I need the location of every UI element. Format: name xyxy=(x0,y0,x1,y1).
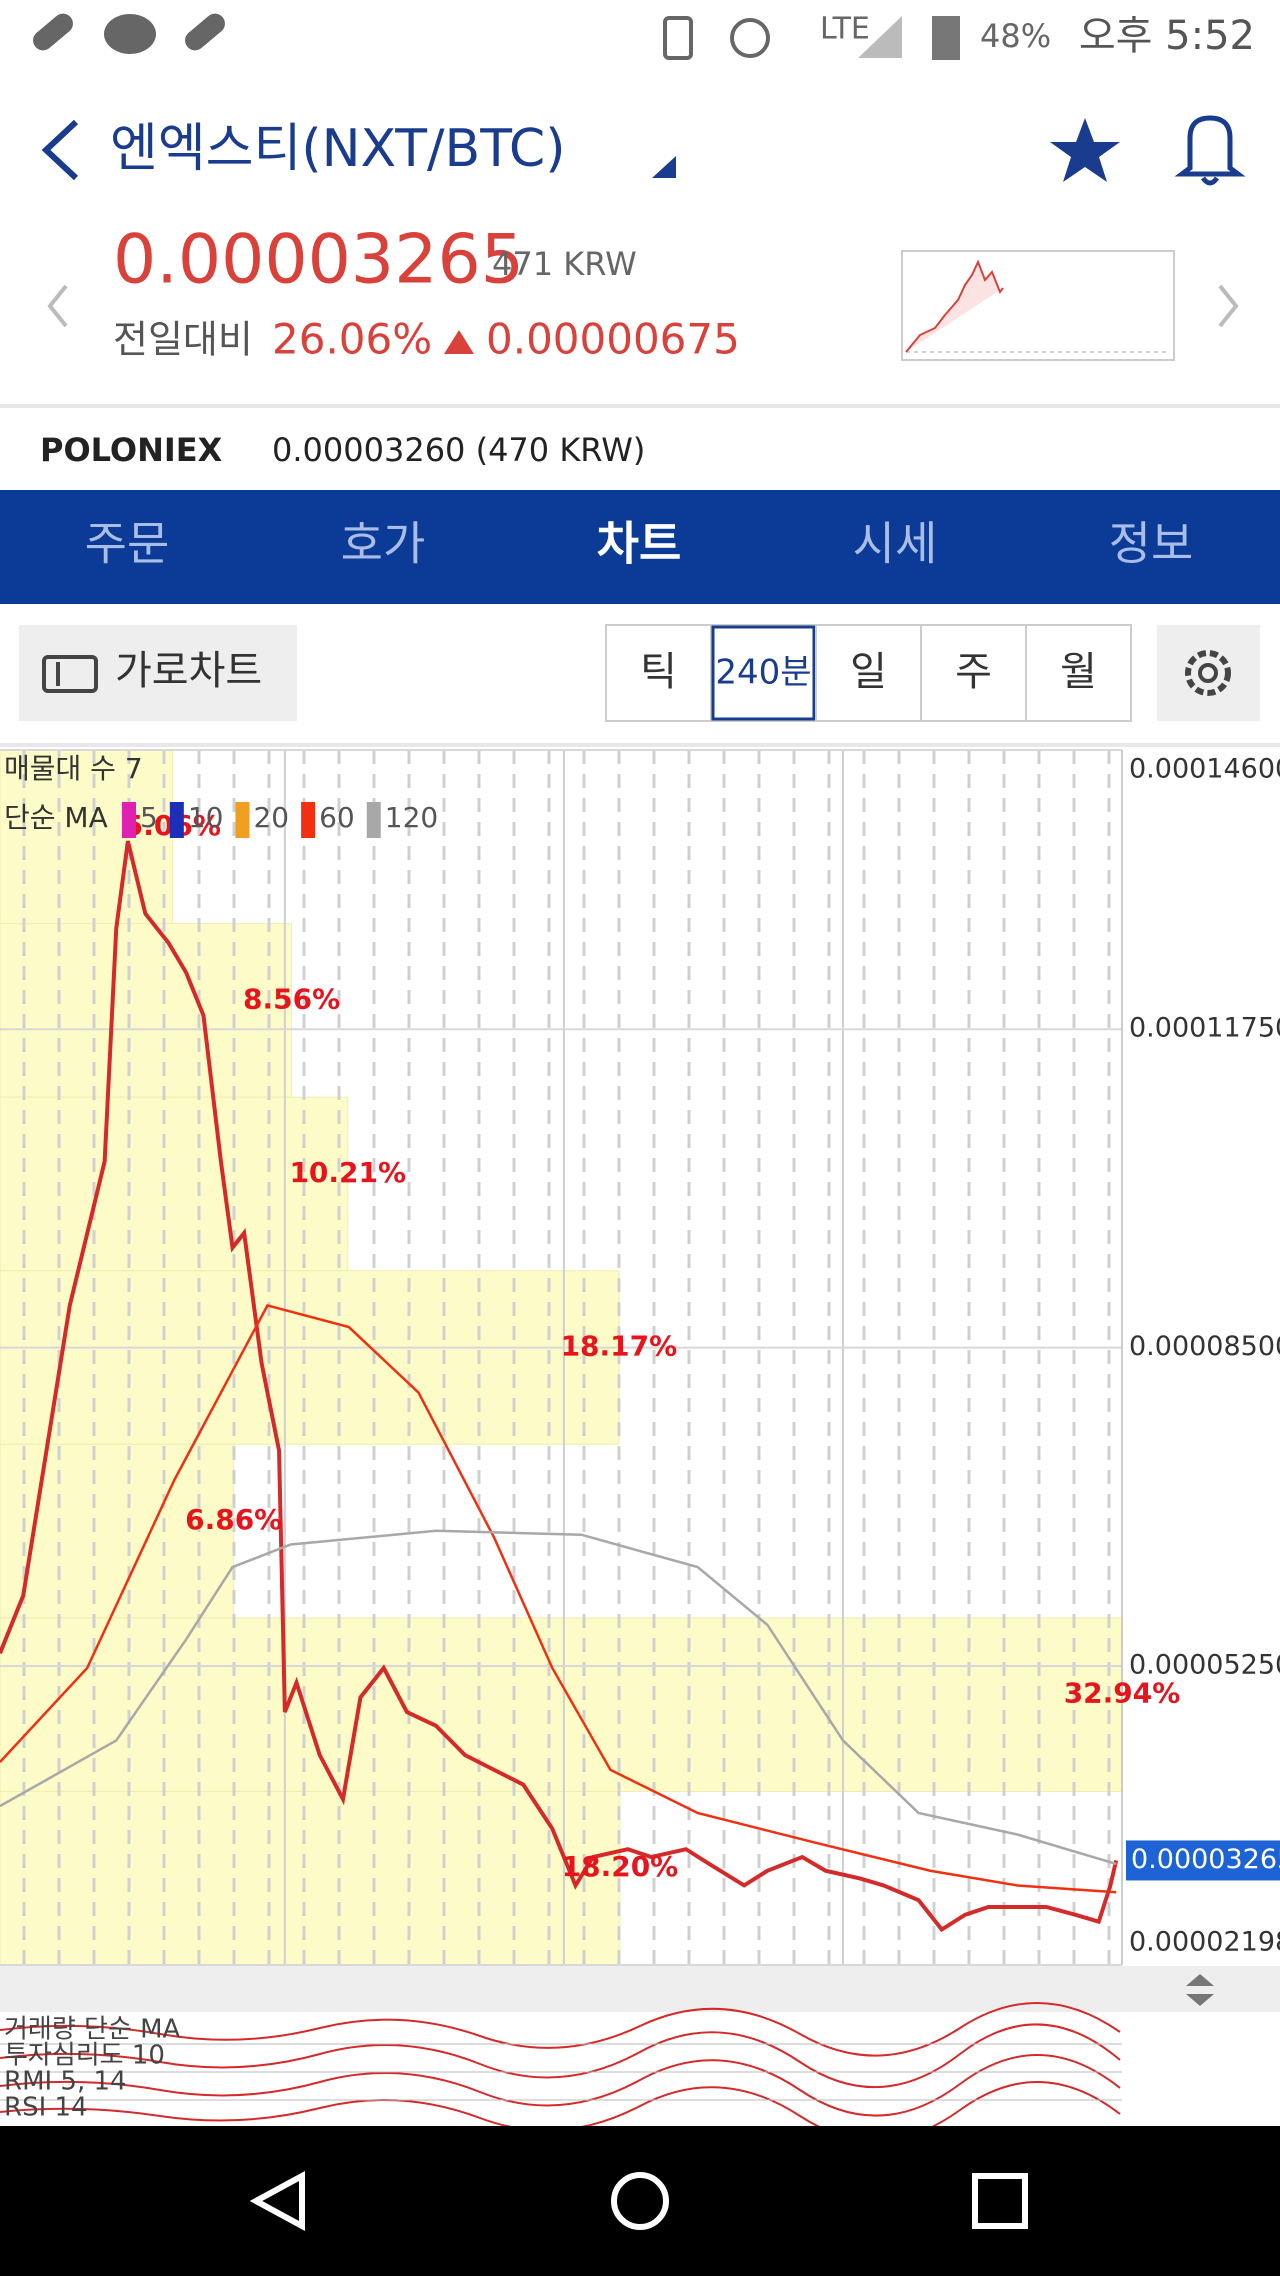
krw-price: 471 KRW xyxy=(492,245,637,283)
nav-back[interactable] xyxy=(249,2170,305,2232)
y-tick-label: 0.00014600 xyxy=(1129,754,1280,785)
settings-button[interactable] xyxy=(1157,625,1260,721)
volume-profile-bar xyxy=(0,1790,621,1966)
change-amount: 0.00000675 xyxy=(486,315,740,364)
volume-profile-bar xyxy=(0,1270,620,1445)
indicator-label: 거래량 단순 MA xyxy=(4,2015,181,2045)
landscape-button[interactable] xyxy=(19,625,297,721)
legend-label: 10 xyxy=(188,801,224,834)
nav-bar xyxy=(0,2126,1280,2276)
legend-label: 60 xyxy=(319,801,355,834)
coin-title[interactable]: 엔엑스티(NXT/BTC) xyxy=(110,119,566,179)
battery: 48% xyxy=(980,17,1051,55)
y-tick-label: 0.00011750 xyxy=(1129,1013,1280,1044)
legend-title: 단순 MA xyxy=(4,801,108,834)
prev-coin[interactable] xyxy=(47,284,68,328)
change-percent: 26.06% xyxy=(272,315,432,364)
period-option[interactable]: 주 xyxy=(955,649,992,695)
ma-line xyxy=(0,1529,1117,1866)
tab[interactable]: 시세 xyxy=(853,517,938,571)
mini-chart xyxy=(901,250,1175,361)
legend-swatch xyxy=(366,802,381,838)
tab[interactable]: 호가 xyxy=(341,517,426,571)
volume-profile-bar xyxy=(0,749,173,925)
exchange-name: POLONIEX xyxy=(40,431,223,469)
volume-profile-label: 18.20% xyxy=(562,1850,679,1883)
dropdown-arrow xyxy=(652,156,676,178)
change-label: 전일대비 xyxy=(113,318,253,362)
period-option[interactable]: 240분 xyxy=(715,653,811,693)
last-price-box xyxy=(1126,1840,1280,1881)
up-arrow xyxy=(444,330,474,354)
period-option[interactable]: 틱 xyxy=(640,649,677,695)
back-button[interactable] xyxy=(41,119,79,181)
y-tick-label: 0.00005250 xyxy=(1129,1650,1280,1681)
nav-recent[interactable] xyxy=(972,2173,1028,2229)
exchange-price: 0.00003260 (470 KRW) xyxy=(272,431,645,469)
favorite-star[interactable] xyxy=(1050,118,1120,182)
legend-label: 5 xyxy=(140,801,158,834)
divider xyxy=(0,404,1280,408)
volume-profile-label: 32.94% xyxy=(1064,1677,1181,1710)
volume-profile-label: 10.21% xyxy=(289,1156,406,1189)
status-bar: LTE 48% 오후 5:52 xyxy=(0,0,1280,75)
period-selected xyxy=(711,625,816,721)
period-option[interactable]: 월 xyxy=(1060,649,1097,695)
current-price: 0.00003265 xyxy=(113,221,524,300)
next-coin[interactable] xyxy=(1218,284,1239,328)
volume-profile-label: 6.86% xyxy=(185,1503,282,1536)
legend-swatch xyxy=(169,802,184,838)
indicator-label: RSI 14 xyxy=(4,2093,88,2123)
indicator-label: 투자심리도 10 xyxy=(4,2041,165,2071)
tab[interactable]: 주문 xyxy=(85,517,170,571)
legend-swatch xyxy=(122,802,136,838)
resize-handle[interactable] xyxy=(1186,1974,1214,2006)
y-tick-label: 0.00002198 xyxy=(1129,1927,1280,1958)
legend-label: 120 xyxy=(385,801,438,834)
clock: 오후 5:52 xyxy=(1079,13,1255,59)
tab-bar xyxy=(0,490,1280,604)
legend-label: 20 xyxy=(253,801,289,834)
indicator-label: RMI 5, 14 xyxy=(4,2067,127,2097)
last-price-label: 0.00003265 xyxy=(1131,1844,1280,1875)
legend-swatch xyxy=(301,802,316,838)
landscape-label: 가로차트 xyxy=(115,648,262,694)
ma-line xyxy=(0,1304,1117,1894)
y-tick-label: 0.00008500 xyxy=(1129,1331,1280,1362)
legend-swatch xyxy=(235,802,250,838)
tab[interactable]: 정보 xyxy=(1109,517,1194,571)
volume-profile-bar xyxy=(0,1443,235,1619)
profile-count: 매물대 수 7 xyxy=(4,752,143,785)
period-option[interactable]: 일 xyxy=(850,649,887,695)
price-line xyxy=(0,840,1119,1933)
price-chart: 28일 12:00 (UTC)05일 20:00 (UTC)14일 04:00 … xyxy=(0,749,1280,2003)
period-selector xyxy=(605,624,1132,722)
tab[interactable]: 차트 xyxy=(597,517,682,571)
volume-profile-bar xyxy=(0,923,293,1098)
volume-profile-label: 18.17% xyxy=(561,1330,678,1363)
x-axis-band xyxy=(0,1966,1280,2012)
volume-profile-bar xyxy=(0,1617,1123,1792)
network: LTE xyxy=(820,12,870,47)
volume-profile-label: 8.56% xyxy=(243,982,340,1015)
nav-home[interactable] xyxy=(611,2172,669,2230)
alarm-bell[interactable] xyxy=(1174,115,1246,186)
